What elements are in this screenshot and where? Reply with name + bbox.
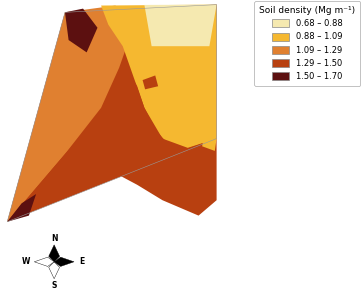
Polygon shape (7, 6, 130, 222)
Polygon shape (54, 257, 74, 266)
Text: W: W (22, 257, 31, 266)
Polygon shape (34, 257, 54, 266)
Polygon shape (7, 74, 217, 222)
Polygon shape (7, 194, 36, 222)
Polygon shape (65, 9, 97, 52)
Legend: 0.68 – 0.88, 0.88 – 1.09, 1.09 – 1.29, 1.29 – 1.50, 1.50 – 1.70: 0.68 – 0.88, 0.88 – 1.09, 1.09 – 1.29, 1… (254, 1, 360, 86)
Polygon shape (143, 75, 158, 89)
Text: E: E (79, 257, 84, 266)
Text: N: N (51, 233, 57, 243)
Polygon shape (7, 5, 217, 222)
Polygon shape (144, 5, 217, 46)
Polygon shape (202, 136, 217, 151)
Polygon shape (49, 245, 60, 262)
Polygon shape (49, 262, 60, 279)
Polygon shape (101, 5, 217, 148)
Text: S: S (52, 281, 57, 290)
